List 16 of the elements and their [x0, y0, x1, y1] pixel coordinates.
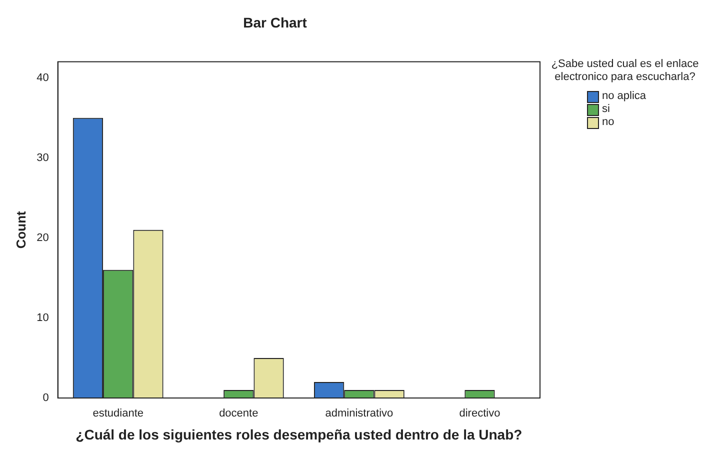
legend-label: no aplica	[602, 90, 646, 104]
x-axis-title: ¿Cuál de los siguientes roles desempeña usted dentro de la Unab?	[76, 426, 522, 442]
y-tick-label: 40	[36, 72, 49, 84]
x-tick-label: estudiante	[92, 408, 144, 420]
x-tick-label: docente	[219, 408, 258, 420]
y-tick-label: 0	[42, 392, 49, 404]
legend-title: ¿Sabe usted cual es el enlace electronico para escucharla?	[550, 58, 700, 84]
y-tick-label: 20	[36, 232, 49, 244]
y-tick-label: 10	[36, 312, 49, 324]
x-tick-label: directivo	[459, 408, 500, 420]
legend-label: no	[602, 116, 614, 130]
legend-label: si	[602, 103, 610, 116]
chart-title: Bar Chart	[243, 14, 308, 30]
y-axis-title: Count	[13, 210, 28, 249]
x-tick-label: administrativo	[325, 408, 394, 420]
y-tick-label: 30	[36, 152, 49, 164]
